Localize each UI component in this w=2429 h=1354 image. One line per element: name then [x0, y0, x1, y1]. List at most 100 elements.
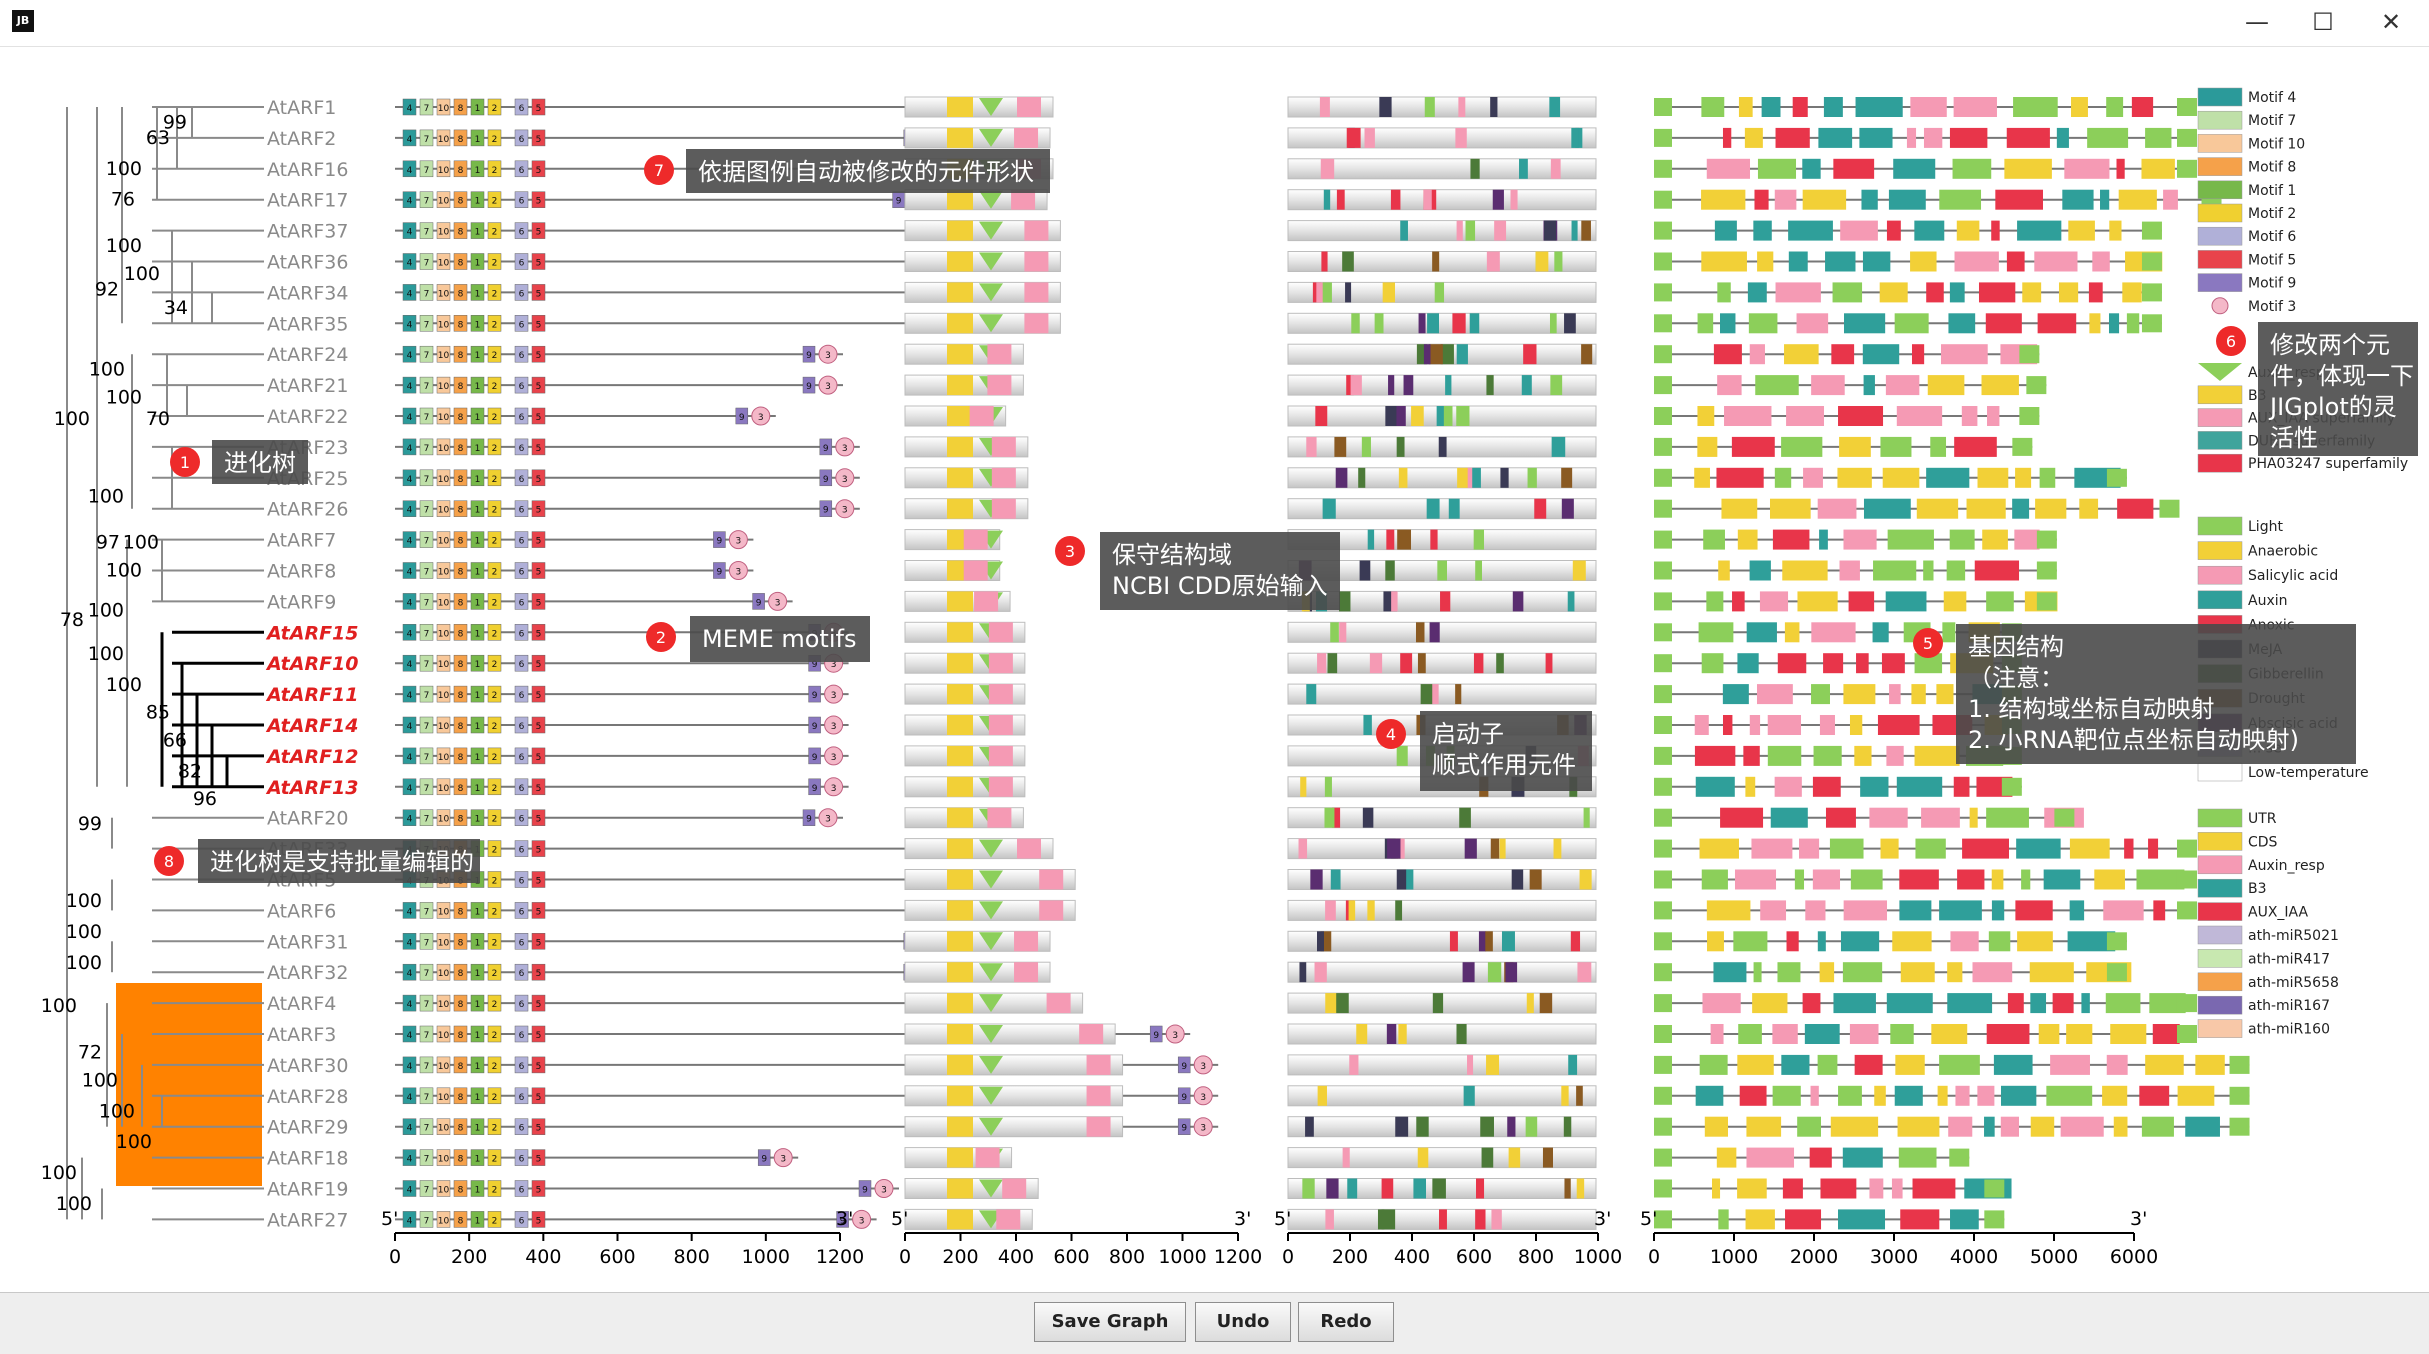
motif-label: 1 — [475, 166, 481, 176]
auxin-resp-triangle — [979, 283, 1003, 302]
species-label[interactable]: AtARF11 — [265, 684, 359, 706]
protein-bar — [904, 281, 1061, 303]
exon-block — [2069, 900, 2085, 921]
motif-7-box — [419, 376, 434, 394]
species-label[interactable]: AtARF24 — [267, 344, 348, 366]
species-label[interactable]: AtARF35 — [267, 313, 348, 335]
legend-swatch — [2197, 902, 2243, 921]
cis-element — [1395, 900, 1403, 921]
cis-element — [1448, 498, 1460, 519]
minimize-icon[interactable]: — — [2245, 8, 2269, 36]
motif-2-box — [487, 871, 502, 888]
axis-tick-label: 1000 — [1574, 1246, 1622, 1268]
utr-block — [1654, 159, 1672, 178]
species-label[interactable]: AtARF21 — [267, 375, 348, 397]
species-label[interactable]: AtARF15 — [265, 622, 359, 644]
cis-element — [1413, 1178, 1427, 1199]
exon-block — [1943, 591, 1967, 612]
phylogenetic-tree[interactable] — [66, 106, 264, 1221]
close-icon[interactable]: ✕ — [2380, 8, 2402, 36]
species-label[interactable]: AtARF7 — [267, 530, 336, 552]
exon-block — [1823, 653, 1844, 674]
motif-label: 8 — [458, 1000, 464, 1010]
utr-block — [1654, 808, 1672, 827]
species-label[interactable]: AtARF17 — [267, 190, 348, 212]
cis-element — [1356, 1024, 1368, 1044]
axis-tick-label: 200 — [942, 1246, 978, 1268]
exon-block — [1863, 375, 1875, 396]
species-label[interactable]: AtARF14 — [265, 715, 359, 737]
species-label[interactable]: AtARF8 — [267, 561, 336, 583]
species-label[interactable]: AtARF26 — [267, 499, 348, 521]
species-label[interactable]: AtARF9 — [267, 591, 336, 613]
cis-element — [1396, 745, 1408, 766]
species-label[interactable]: AtARF29 — [267, 1117, 348, 1139]
promoter-bar — [1287, 374, 1597, 396]
exon-block — [1701, 97, 1725, 117]
species-label[interactable]: AtARF22 — [267, 406, 348, 428]
motif-label: 2 — [492, 135, 498, 145]
motif-label: 2 — [492, 938, 498, 948]
motif-label: 9 — [812, 660, 818, 670]
cis-element — [1325, 1209, 1334, 1230]
species-label[interactable]: AtARF28 — [267, 1086, 348, 1108]
species-label[interactable]: AtARF27 — [267, 1209, 348, 1231]
species-label[interactable]: AtARF20 — [267, 808, 348, 830]
motif-2-box — [487, 840, 502, 857]
motif-1-box — [470, 129, 485, 147]
species-label[interactable]: AtARF31 — [267, 931, 348, 953]
motif-7-box — [419, 1211, 434, 1228]
exon-block — [1863, 498, 1911, 519]
aux-iaa-domain — [975, 1147, 1000, 1168]
motif-2-box — [487, 253, 502, 270]
species-label[interactable]: AtARF3 — [267, 1024, 336, 1046]
undo-button[interactable]: Undo — [1195, 1302, 1291, 1342]
exon-block — [1697, 313, 1714, 334]
motif-8-box — [453, 716, 468, 734]
motif-label: 10 — [438, 1093, 450, 1103]
motif-label: 9 — [823, 506, 829, 516]
cis-element — [1470, 158, 1480, 179]
utr-block — [1654, 963, 1672, 982]
species-label[interactable]: AtARF18 — [267, 1148, 348, 1170]
motif-label: 1 — [475, 784, 481, 794]
utr-block — [2141, 283, 2162, 302]
exon-block — [2136, 869, 2185, 890]
species-label[interactable]: AtARF37 — [267, 221, 348, 243]
motif-label: 3 — [1172, 1031, 1178, 1041]
motif-6-box — [514, 129, 529, 147]
motif-8-box — [453, 902, 468, 919]
motif-label: 2 — [492, 1000, 498, 1010]
aux-iaa-domain — [987, 344, 1012, 365]
exon-block — [1872, 622, 1889, 643]
species-label[interactable]: AtARF12 — [265, 746, 359, 768]
save-graph-button[interactable]: Save Graph — [1034, 1302, 1186, 1342]
motif-3-circle — [818, 344, 838, 364]
species-label[interactable]: AtARF16 — [267, 159, 348, 181]
species-label[interactable]: AtARF6 — [267, 900, 336, 922]
species-label[interactable]: AtARF4 — [267, 993, 336, 1015]
species-label[interactable]: AtARF30 — [267, 1055, 348, 1077]
exon-block — [1890, 1024, 1914, 1044]
species-label[interactable]: AtARF1 — [267, 97, 336, 119]
motif-8-box — [453, 500, 468, 517]
species-label[interactable]: AtARF32 — [267, 962, 348, 984]
motif-10-box — [436, 933, 451, 950]
cis-element — [1385, 560, 1395, 581]
species-label[interactable]: AtARF19 — [267, 1179, 348, 1201]
exon-block — [1749, 560, 1771, 581]
species-label[interactable]: AtARF2 — [267, 128, 336, 150]
maximize-icon[interactable]: ☐ — [2312, 8, 2334, 36]
utr-block — [1654, 1055, 1672, 1074]
species-label[interactable]: AtARF34 — [267, 282, 348, 304]
motif-5-box — [531, 222, 546, 239]
species-label[interactable]: AtARF10 — [265, 653, 359, 675]
callout-text: 顺式作用元件 — [1432, 751, 1576, 779]
species-label[interactable]: AtARF13 — [265, 777, 359, 799]
redo-button[interactable]: Redo — [1298, 1302, 1394, 1342]
species-label[interactable]: AtARF36 — [267, 252, 348, 274]
motif-6-box — [514, 98, 529, 116]
motif-5-box — [531, 531, 546, 548]
motif-9-box — [713, 562, 726, 579]
